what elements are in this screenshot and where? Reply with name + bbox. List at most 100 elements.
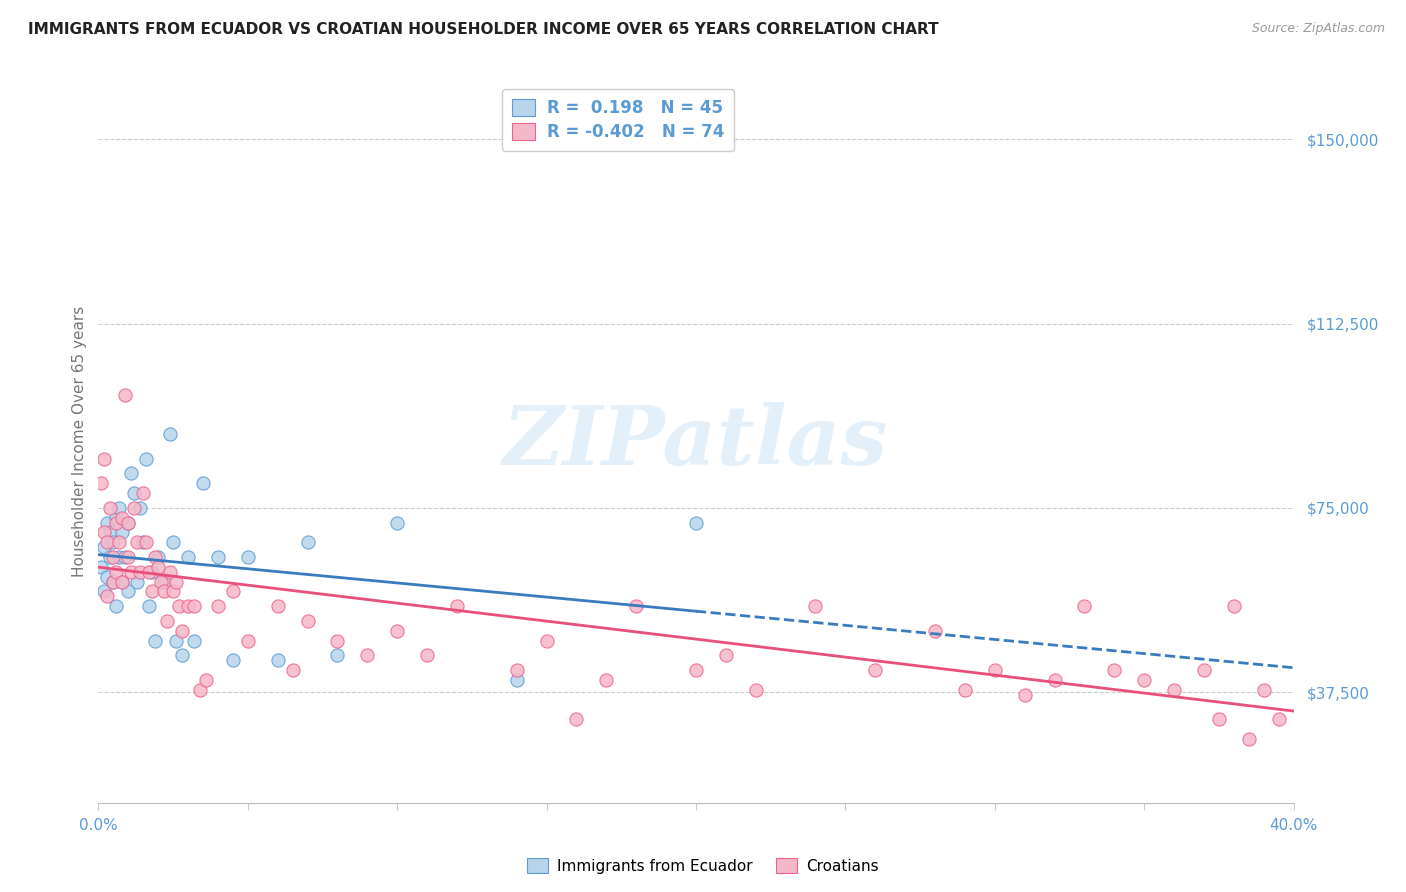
Point: [117, 584, 139, 599]
Point: [132, 486, 155, 500]
Point: [167, 599, 190, 614]
Point: [1043, 673, 1066, 687]
Point: [111, 510, 134, 524]
Point: [356, 648, 378, 663]
Legend: R =  0.198   N = 45, R = -0.402   N = 74: R = 0.198 N = 45, R = -0.402 N = 74: [502, 88, 734, 151]
Point: [536, 633, 558, 648]
Point: [953, 682, 976, 697]
Y-axis label: Householder Income Over 65 years: Householder Income Over 65 years: [72, 306, 87, 577]
Point: [162, 535, 184, 549]
Point: [93, 540, 115, 554]
Point: [183, 599, 205, 614]
Point: [117, 516, 139, 530]
Point: [385, 516, 409, 530]
Point: [103, 574, 125, 589]
Point: [177, 549, 200, 564]
Point: [984, 663, 1007, 677]
Point: [124, 500, 146, 515]
Point: [129, 565, 152, 579]
Point: [156, 614, 179, 628]
Point: [685, 516, 707, 530]
Point: [506, 663, 529, 677]
Point: [745, 682, 768, 697]
Legend: Immigrants from Ecuador, Croatians: Immigrants from Ecuador, Croatians: [520, 852, 886, 880]
Point: [1223, 599, 1246, 614]
Point: [90, 560, 112, 574]
Point: [103, 574, 125, 589]
Point: [177, 599, 200, 614]
Point: [222, 584, 245, 599]
Point: [105, 510, 128, 524]
Point: [267, 653, 290, 667]
Point: [236, 633, 259, 648]
Point: [96, 590, 118, 604]
Point: [1014, 688, 1036, 702]
Point: [804, 599, 827, 614]
Point: [172, 648, 194, 663]
Point: [1208, 712, 1230, 726]
Point: [117, 549, 139, 564]
Point: [127, 574, 149, 589]
Point: [326, 633, 349, 648]
Point: [138, 599, 160, 614]
Point: [153, 584, 176, 599]
Point: [565, 712, 588, 726]
Point: [105, 599, 128, 614]
Point: [1104, 663, 1126, 677]
Point: [222, 653, 245, 667]
Point: [595, 673, 617, 687]
Point: [865, 663, 887, 677]
Point: [141, 584, 163, 599]
Point: [326, 648, 349, 663]
Point: [148, 549, 170, 564]
Point: [1163, 682, 1185, 697]
Point: [143, 633, 166, 648]
Point: [105, 516, 128, 530]
Point: [1192, 663, 1215, 677]
Point: [103, 535, 125, 549]
Point: [93, 525, 115, 540]
Point: [120, 467, 142, 481]
Point: [138, 565, 160, 579]
Point: [90, 476, 112, 491]
Point: [143, 549, 166, 564]
Point: [93, 451, 115, 466]
Point: [1237, 731, 1260, 746]
Point: [150, 574, 173, 589]
Point: [191, 476, 214, 491]
Point: [685, 663, 707, 677]
Text: IMMIGRANTS FROM ECUADOR VS CROATIAN HOUSEHOLDER INCOME OVER 65 YEARS CORRELATION: IMMIGRANTS FROM ECUADOR VS CROATIAN HOUS…: [28, 22, 939, 37]
Point: [195, 673, 218, 687]
Point: [98, 525, 122, 540]
Text: ZIPatlas: ZIPatlas: [503, 401, 889, 482]
Point: [1253, 682, 1275, 697]
Point: [416, 648, 439, 663]
Point: [93, 584, 115, 599]
Point: [108, 549, 131, 564]
Point: [153, 574, 176, 589]
Point: [183, 633, 205, 648]
Point: [162, 584, 184, 599]
Point: [207, 549, 229, 564]
Point: [111, 525, 134, 540]
Point: [506, 673, 529, 687]
Point: [281, 663, 304, 677]
Point: [105, 565, 128, 579]
Point: [129, 500, 152, 515]
Point: [148, 560, 170, 574]
Point: [165, 574, 187, 589]
Point: [96, 570, 118, 584]
Point: [1073, 599, 1095, 614]
Point: [98, 549, 122, 564]
Point: [124, 486, 146, 500]
Point: [236, 549, 259, 564]
Point: [297, 614, 319, 628]
Point: [103, 549, 125, 564]
Point: [188, 682, 211, 697]
Point: [98, 500, 122, 515]
Point: [267, 599, 290, 614]
Point: [385, 624, 409, 638]
Point: [159, 427, 181, 442]
Point: [120, 565, 142, 579]
Point: [114, 549, 136, 564]
